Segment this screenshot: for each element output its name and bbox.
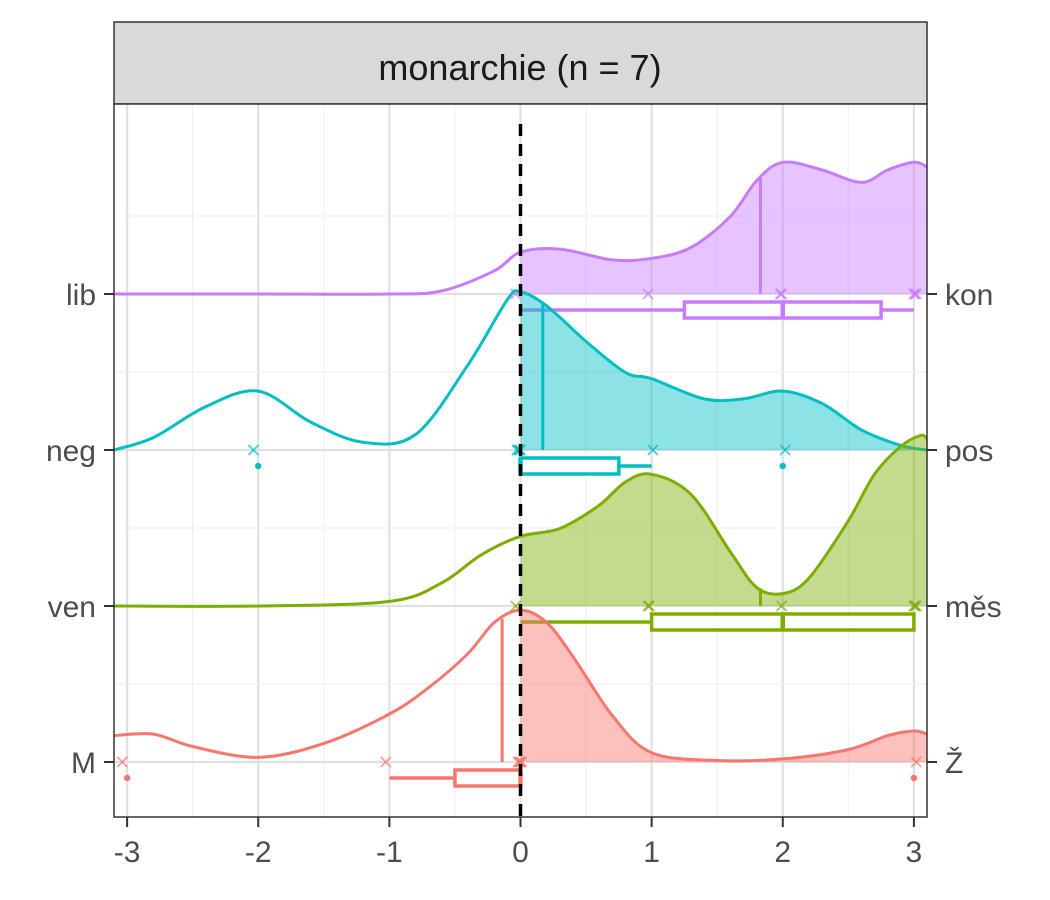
box [453, 768, 523, 788]
y-tick-label-left: neg [46, 435, 96, 468]
data-point-stroke [380, 756, 392, 768]
data-point [779, 444, 791, 456]
data-point [647, 444, 659, 456]
density-line [113, 289, 928, 452]
density-fill [520, 610, 927, 762]
outlier [910, 774, 918, 782]
data-point [643, 600, 655, 612]
data-point-stroke [247, 444, 260, 456]
ridge-lib [113, 160, 928, 320]
box [518, 456, 621, 476]
x-tick-label: -2 [245, 836, 272, 869]
y-tick-label-right: pos [945, 435, 993, 468]
data-point [380, 756, 392, 768]
x-tick-label: -3 [114, 836, 141, 869]
y-tick-label-right: měs [945, 591, 1002, 624]
density-line [113, 608, 928, 763]
data-point-stroke [779, 444, 791, 456]
y-tick-label-left: M [71, 747, 96, 780]
data-point [910, 288, 922, 300]
density-fill [520, 291, 927, 450]
y-tick-label-right: kon [945, 279, 993, 312]
ridge-ven [113, 433, 928, 632]
axes: -3 -2 -1 0 1 2 3 lib kon neg pos ven měs M Ž [46, 279, 1002, 869]
density-line [113, 160, 928, 296]
data-point [247, 444, 260, 456]
data-point [642, 288, 654, 300]
ridge-layers [113, 160, 928, 788]
data-point-stroke [775, 600, 788, 612]
data-point [775, 600, 788, 612]
data-point-stroke [516, 756, 528, 768]
data-point-stroke [116, 756, 128, 768]
data-point-stroke [510, 600, 522, 612]
data-point [775, 288, 788, 300]
facet-strip: monarchie (n = 7) [113, 21, 928, 105]
x-tick-label: 2 [774, 836, 791, 869]
data-point-stroke [642, 288, 654, 300]
density-fill [520, 435, 927, 606]
outlier [255, 462, 262, 470]
y-tick-label-left: ven [48, 591, 96, 624]
data-point-stroke [910, 600, 922, 612]
density-line [113, 433, 928, 608]
facet-title: monarchie (n = 7) [378, 47, 661, 88]
data-point-stroke [643, 600, 655, 612]
outlier [779, 462, 786, 470]
data-point-stroke [647, 444, 659, 456]
data-point-stroke [910, 756, 922, 768]
x-tick-label: 0 [512, 836, 529, 869]
outlier [123, 774, 131, 782]
x-tick-label: 3 [906, 836, 923, 869]
y-tick-label-left: lib [66, 279, 96, 312]
data-point [910, 600, 922, 612]
data-point-stroke [775, 288, 788, 300]
x-tick-label: 1 [643, 836, 660, 869]
data-point [116, 756, 128, 768]
data-point [910, 756, 922, 768]
data-point-stroke [910, 288, 922, 300]
data-point [516, 756, 528, 768]
x-tick-label: -1 [376, 836, 403, 869]
y-tick-label-right: Ž [945, 747, 963, 780]
